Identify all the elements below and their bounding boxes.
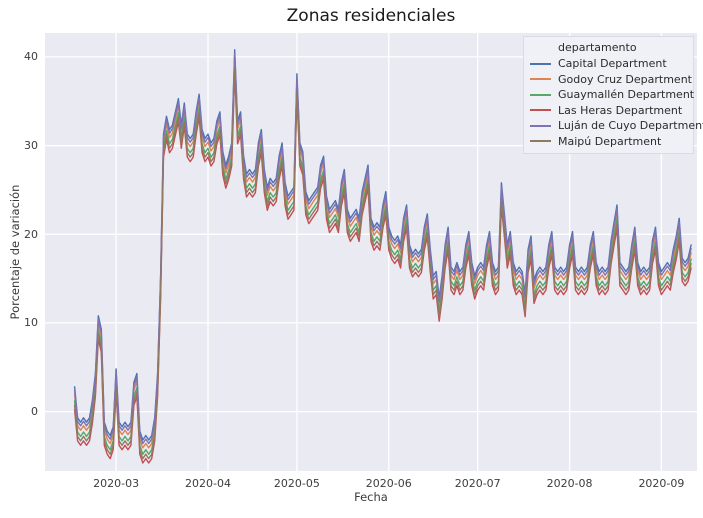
x-tick-label: 2020-09 [638, 477, 685, 490]
series-line-luj-n-de-cuyo-department [73, 52, 692, 445]
x-tick-label: 2020-06 [365, 477, 412, 490]
y-axis-label: Porcentaje de variación [8, 184, 22, 320]
y-tick-label: 0 [31, 405, 38, 419]
legend-item: Guaymallén Department [524, 87, 695, 103]
x-tick-label: 2020-04 [185, 477, 231, 490]
legend-title: departamento [558, 41, 637, 54]
legend-item: Capital Department [524, 56, 693, 72]
legend-item-label: Luján de Cuyo Department [558, 119, 703, 133]
x-tick-label: 2020-07 [454, 477, 501, 490]
y-tick-label: 40 [24, 50, 38, 64]
legend-item: Godoy Cruz Department [524, 72, 693, 88]
chart-title: Zonas residenciales [286, 6, 456, 26]
legend-line-swatch [530, 62, 551, 65]
series-line-maip-department [73, 67, 692, 460]
legend-line-swatch [530, 140, 551, 143]
legend-item-label: Capital Department [558, 57, 667, 71]
plot-area: departamento Capital Department Godoy Cru… [45, 33, 703, 471]
legend: departamento Capital Department Godoy Cru… [523, 36, 703, 154]
y-tick-label: 30 [24, 139, 38, 153]
legend-item: Luján de Cuyo Department [524, 118, 703, 134]
legend-item-label: Guaymallén Department [558, 88, 695, 102]
legend-line-swatch [530, 78, 551, 81]
y-tick-label: 20 [24, 227, 38, 241]
legend-line-swatch [530, 124, 551, 127]
y-tick-label: 10 [24, 316, 38, 330]
x-tick-label: 2020-03 [93, 477, 140, 490]
x-axis-label: Fecha [354, 490, 388, 504]
x-tick-label: 2020-08 [546, 477, 593, 490]
legend-item: Maipú Department [524, 134, 693, 150]
legend-item: Las Heras Department [524, 103, 693, 119]
legend-line-swatch [530, 93, 551, 96]
legend-line-swatch [530, 109, 551, 112]
legend-items: Capital Department Godoy Cruz Department G… [524, 56, 703, 150]
x-tick-label: 2020-05 [273, 477, 320, 490]
legend-item-label: Maipú Department [558, 134, 662, 148]
legend-item-label: Godoy Cruz Department [558, 72, 692, 86]
legend-item-label: Las Heras Department [558, 103, 683, 117]
